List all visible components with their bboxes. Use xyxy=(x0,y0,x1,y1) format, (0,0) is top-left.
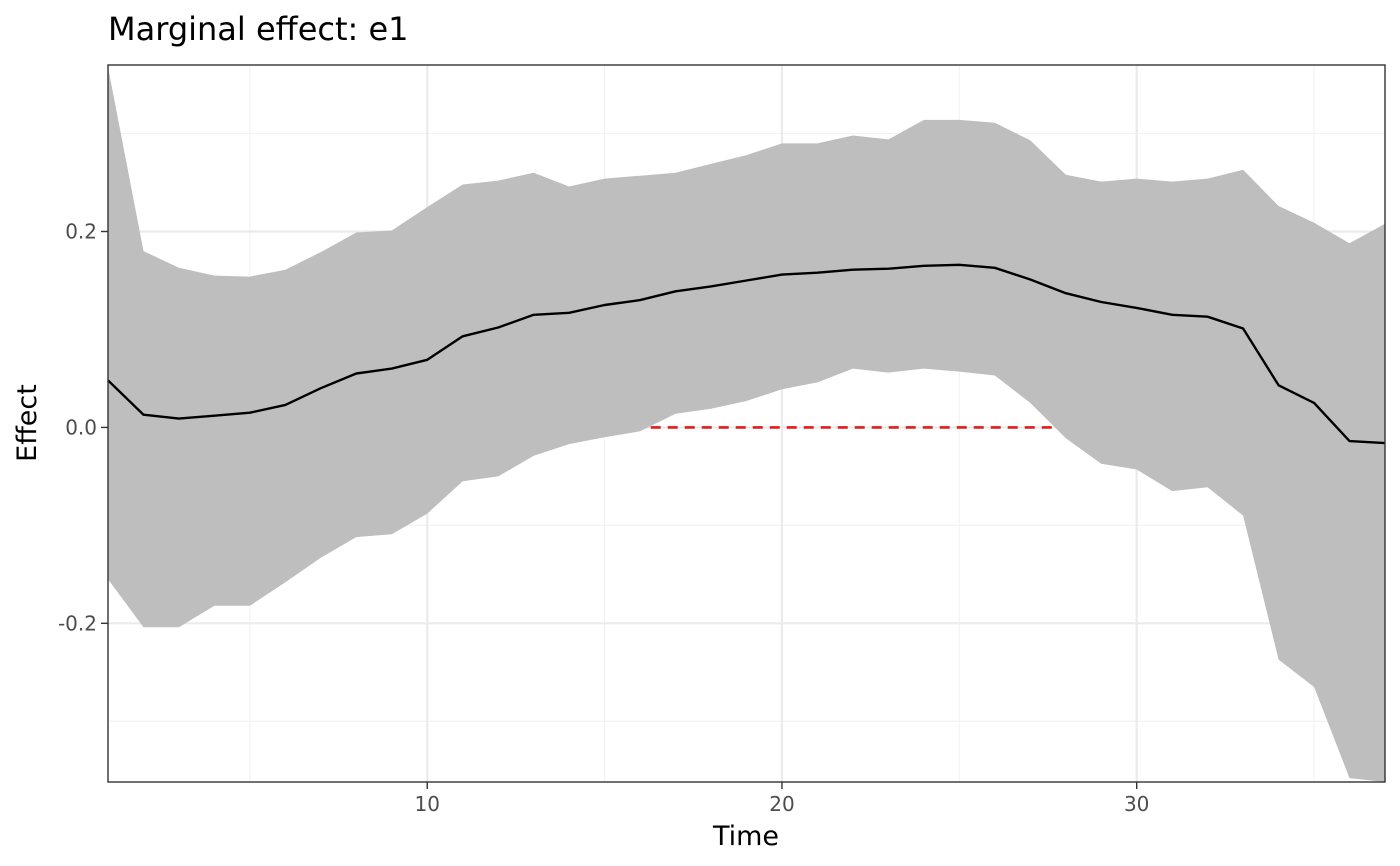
x-tick-label: 30 xyxy=(1124,792,1149,816)
y-tick-label: 0.0 xyxy=(65,415,97,439)
axes: 10 20 30 -0.2 0.0 0.2 xyxy=(58,220,1149,816)
y-tick-label: 0.2 xyxy=(65,220,97,244)
effect-estimate-line xyxy=(107,263,1386,445)
x-tick-label: 10 xyxy=(415,792,440,816)
confidence-band-layer xyxy=(108,67,1385,782)
estimate-line-layer xyxy=(107,263,1386,445)
panel-border xyxy=(107,64,1386,783)
y-tick-label: -0.2 xyxy=(58,611,97,635)
chart-title: Marginal effect: e1 xyxy=(108,10,409,48)
x-axis-title: Time xyxy=(712,821,779,852)
x-tick-label: 20 xyxy=(769,792,794,816)
confidence-band xyxy=(108,67,1385,782)
y-axis-title: Effect xyxy=(12,384,43,462)
